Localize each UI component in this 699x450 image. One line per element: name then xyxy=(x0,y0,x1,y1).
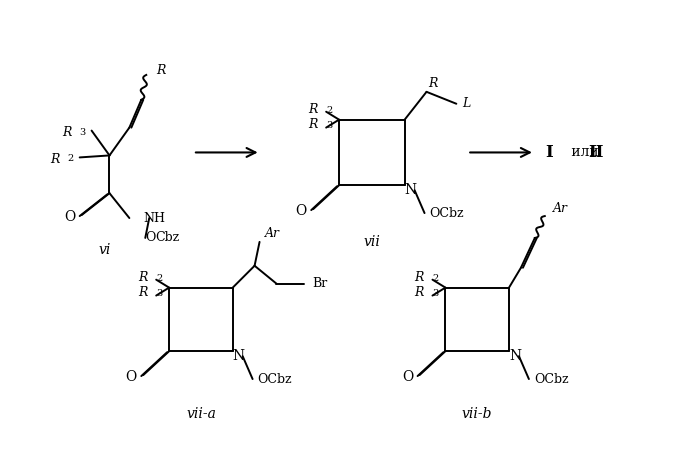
Text: 2: 2 xyxy=(68,154,74,163)
Text: R: R xyxy=(308,103,317,116)
Text: vii-b: vii-b xyxy=(462,407,493,421)
Text: 2: 2 xyxy=(433,274,439,283)
Text: R: R xyxy=(415,271,424,284)
Text: OCbz: OCbz xyxy=(429,207,464,220)
Text: OCbz: OCbz xyxy=(257,373,292,386)
Text: R: R xyxy=(428,77,438,90)
Text: N: N xyxy=(233,349,245,363)
Text: R: R xyxy=(415,286,424,299)
Text: vii: vii xyxy=(363,235,380,249)
Text: R: R xyxy=(156,64,166,77)
Text: R: R xyxy=(138,271,147,284)
Text: II: II xyxy=(589,144,604,161)
Text: O: O xyxy=(402,370,413,384)
Text: 3: 3 xyxy=(326,121,333,130)
Text: 2: 2 xyxy=(326,106,333,115)
Text: Ar: Ar xyxy=(264,227,280,240)
Text: OCbz: OCbz xyxy=(534,373,568,386)
Text: 2: 2 xyxy=(156,274,162,283)
Text: 3: 3 xyxy=(156,288,162,297)
Text: N: N xyxy=(509,349,521,363)
Text: NH: NH xyxy=(143,212,165,225)
Text: R: R xyxy=(138,286,147,299)
Text: 3: 3 xyxy=(80,128,86,137)
Text: I: I xyxy=(545,144,553,161)
Text: 3: 3 xyxy=(433,288,439,297)
Text: Br: Br xyxy=(312,277,327,290)
Text: L: L xyxy=(462,97,470,110)
Text: R: R xyxy=(50,153,60,166)
Text: или: или xyxy=(567,145,603,159)
Text: R: R xyxy=(308,118,317,131)
Text: vii-a: vii-a xyxy=(186,407,216,421)
Text: O: O xyxy=(296,204,307,218)
Text: O: O xyxy=(126,370,137,384)
Text: O: O xyxy=(145,231,156,244)
Text: vi: vi xyxy=(99,243,110,257)
Text: O: O xyxy=(64,210,75,224)
Text: N: N xyxy=(405,183,417,197)
Text: Ar: Ar xyxy=(553,202,568,215)
Text: Cbz: Cbz xyxy=(155,231,180,244)
Text: R: R xyxy=(62,126,72,139)
